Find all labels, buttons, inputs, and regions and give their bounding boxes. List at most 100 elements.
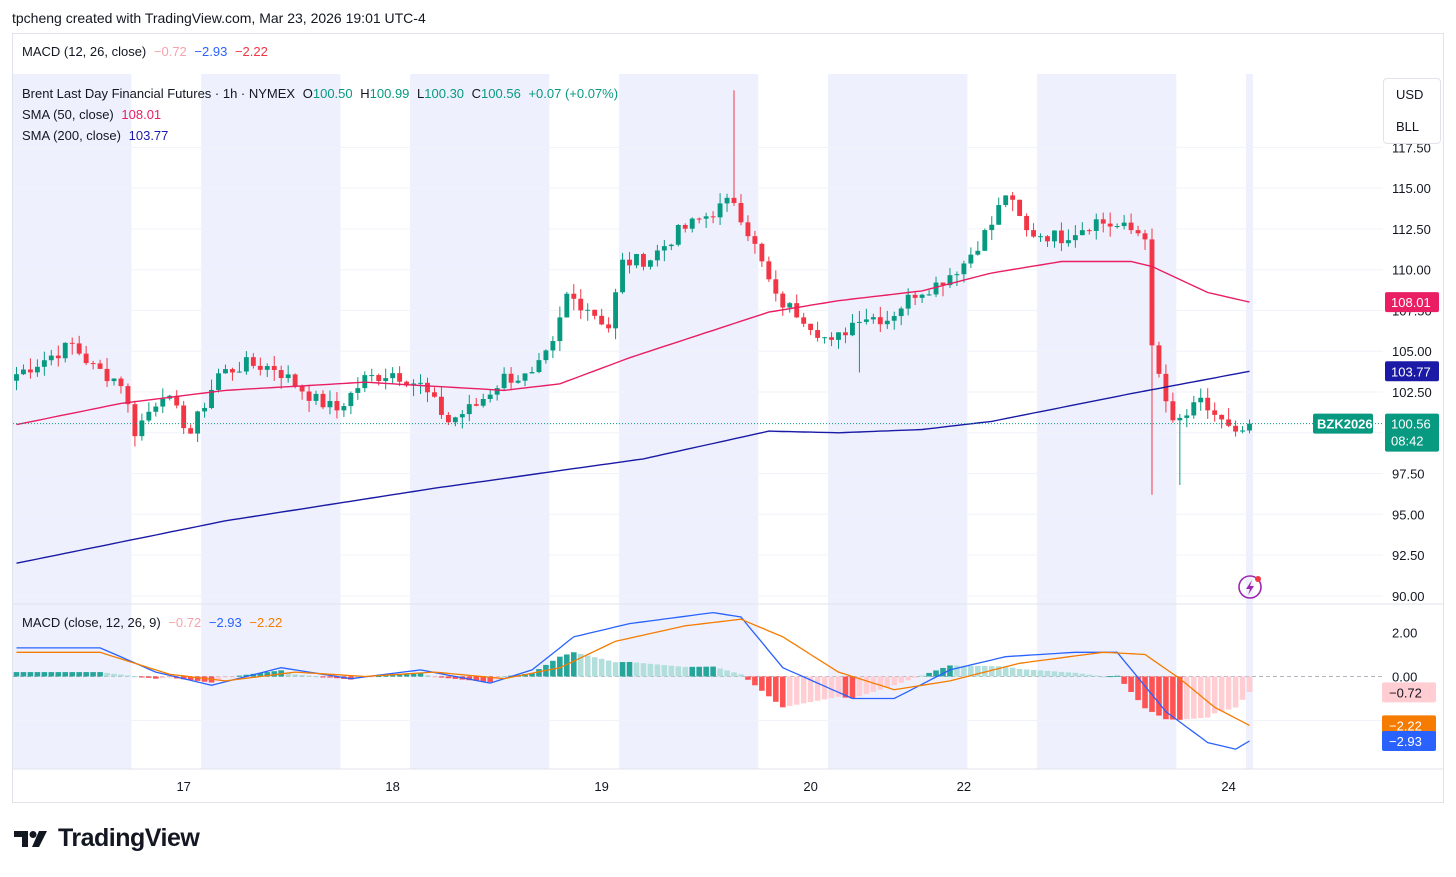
- candle-body[interactable]: [1038, 236, 1043, 238]
- candle-body[interactable]: [355, 388, 361, 393]
- candle-body[interactable]: [1142, 233, 1148, 240]
- candle-body[interactable]: [445, 414, 451, 423]
- candle-body[interactable]: [285, 374, 291, 379]
- candle-body[interactable]: [661, 246, 667, 251]
- candle-body[interactable]: [717, 203, 723, 218]
- candle-body[interactable]: [334, 401, 340, 411]
- candle-body[interactable]: [599, 315, 605, 325]
- candle-body[interactable]: [188, 428, 194, 434]
- candle-body[interactable]: [968, 254, 974, 264]
- candle-body[interactable]: [104, 368, 110, 382]
- candle-body[interactable]: [585, 309, 591, 311]
- candle-body[interactable]: [627, 259, 632, 266]
- candle-body[interactable]: [933, 282, 939, 295]
- candle-body[interactable]: [1052, 230, 1057, 242]
- candle-body[interactable]: [83, 353, 89, 364]
- candle-body[interactable]: [202, 407, 208, 412]
- candle-body[interactable]: [905, 294, 911, 309]
- candle-body[interactable]: [48, 355, 54, 361]
- candle-body[interactable]: [487, 394, 493, 400]
- candle-body[interactable]: [738, 203, 744, 223]
- candle-body[interactable]: [118, 378, 124, 387]
- candle-body[interactable]: [884, 320, 890, 325]
- candle-body[interactable]: [508, 373, 514, 383]
- candle-body[interactable]: [236, 371, 242, 373]
- candle-body[interactable]: [815, 330, 821, 338]
- candle-body[interactable]: [125, 386, 131, 405]
- candle-body[interactable]: [438, 396, 444, 415]
- candle-body[interactable]: [160, 398, 166, 407]
- unit-button[interactable]: BLL: [1396, 119, 1420, 134]
- candle-body[interactable]: [327, 401, 333, 408]
- candle-body[interactable]: [1114, 226, 1120, 228]
- candle-body[interactable]: [34, 366, 40, 373]
- candle-body[interactable]: [668, 244, 674, 247]
- candle-body[interactable]: [174, 395, 180, 406]
- candle-body[interactable]: [195, 411, 201, 434]
- candle-body[interactable]: [452, 417, 458, 423]
- candle-body[interactable]: [843, 332, 848, 336]
- chart-canvas[interactable]: 117.50115.00112.50110.00107.50105.00102.…: [13, 34, 1443, 802]
- candle-body[interactable]: [529, 372, 535, 374]
- symbol-legend[interactable]: Brent Last Day Financial Futures · 1h · …: [22, 86, 622, 101]
- candle-body[interactable]: [647, 260, 653, 267]
- candle-body[interactable]: [689, 218, 695, 229]
- candle-body[interactable]: [1010, 195, 1016, 200]
- candle-body[interactable]: [97, 363, 103, 369]
- candle-body[interactable]: [1093, 219, 1099, 231]
- scale-options[interactable]: USD BLL: [1383, 78, 1441, 144]
- candle-body[interactable]: [1045, 236, 1050, 242]
- ticker-tag[interactable]: [1313, 413, 1373, 434]
- alert-icon[interactable]: [1238, 575, 1262, 599]
- candle-body[interactable]: [975, 250, 981, 255]
- candle-body[interactable]: [1024, 215, 1030, 231]
- candle-body[interactable]: [1017, 199, 1023, 216]
- candle-body[interactable]: [264, 366, 270, 370]
- candle-body[interactable]: [773, 279, 779, 294]
- candle-body[interactable]: [1107, 223, 1113, 227]
- candle-body[interactable]: [390, 373, 396, 379]
- candle-body[interactable]: [606, 324, 612, 329]
- candle-body[interactable]: [1100, 219, 1106, 224]
- candle-body[interactable]: [111, 378, 117, 382]
- candle-body[interactable]: [1086, 230, 1092, 232]
- candle-body[interactable]: [1233, 425, 1239, 432]
- candle-body[interactable]: [515, 380, 521, 383]
- candle-body[interactable]: [1205, 397, 1211, 411]
- candle-body[interactable]: [634, 254, 639, 266]
- candle-body[interactable]: [808, 323, 814, 331]
- candle-body[interactable]: [480, 399, 486, 406]
- candle-body[interactable]: [1149, 239, 1155, 346]
- candle-body[interactable]: [522, 373, 528, 381]
- candle-body[interactable]: [1156, 345, 1162, 374]
- candle-body[interactable]: [69, 342, 75, 344]
- candle-body[interactable]: [613, 292, 619, 329]
- candle-body[interactable]: [181, 405, 187, 429]
- candle-body[interactable]: [654, 250, 660, 261]
- candle-body[interactable]: [982, 230, 988, 251]
- candle-body[interactable]: [912, 294, 918, 298]
- candle-body[interactable]: [257, 365, 263, 370]
- candle-body[interactable]: [961, 263, 967, 275]
- chart-frame[interactable]: 117.50115.00112.50110.00107.50105.00102.…: [12, 33, 1444, 803]
- candle-body[interactable]: [383, 378, 389, 382]
- candle-body[interactable]: [1240, 430, 1245, 432]
- candle-body[interactable]: [564, 293, 570, 318]
- candle-body[interactable]: [62, 342, 68, 359]
- candle-body[interactable]: [947, 275, 953, 286]
- candle-body[interactable]: [940, 282, 946, 286]
- candle-body[interactable]: [348, 392, 354, 407]
- candle-body[interactable]: [759, 243, 765, 262]
- candle-body[interactable]: [1226, 419, 1232, 426]
- candle-body[interactable]: [696, 218, 702, 220]
- candle-body[interactable]: [341, 406, 347, 411]
- candle-body[interactable]: [278, 370, 284, 379]
- candle-body[interactable]: [1184, 415, 1190, 418]
- candle-body[interactable]: [1198, 397, 1204, 403]
- candle-body[interactable]: [313, 393, 319, 401]
- candle-body[interactable]: [250, 357, 256, 366]
- candle-body[interactable]: [1072, 235, 1078, 241]
- candle-body[interactable]: [550, 341, 556, 351]
- candle-body[interactable]: [877, 317, 883, 325]
- candle-body[interactable]: [432, 392, 437, 397]
